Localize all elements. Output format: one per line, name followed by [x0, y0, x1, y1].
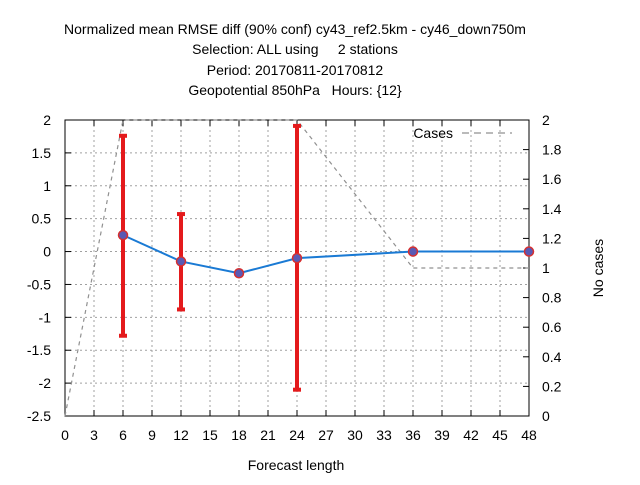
y2-tick-label: 0.2: [542, 378, 562, 394]
y2-tick-label: 0.6: [542, 319, 562, 335]
y2-tick-label: 2: [542, 112, 550, 128]
y-tick-label: -1.5: [27, 342, 51, 358]
cases-series: [64, 119, 529, 417]
y-tick-label: -0.5: [27, 276, 51, 292]
rmse-diff-series: [117, 229, 535, 279]
legend-label-cases: Cases: [413, 125, 453, 141]
chart-titles: Normalized mean RMSE diff (90% conf) cy4…: [64, 21, 526, 98]
x-tick-label: 39: [434, 427, 450, 443]
y-tick-label: -2: [39, 375, 52, 391]
x-tick-label: 36: [405, 427, 421, 443]
y2-tick-label: 1: [542, 260, 550, 276]
x-tick-label: 48: [521, 427, 537, 443]
data-point: [233, 268, 245, 279]
axes: 0 3 6 9 12 15 18 21 24 27 30 33 36 39 42 45 48-2.5-2-1.5…: [27, 112, 562, 443]
y-tick-label: 0.5: [32, 211, 52, 227]
x-tick-label: 33: [376, 427, 392, 443]
x-tick-label: 3: [90, 427, 98, 443]
y2-tick-label: 0: [542, 408, 550, 424]
series-line: [122, 234, 529, 275]
x-tick-label: 0: [61, 427, 69, 443]
x-tick-label: 15: [202, 427, 218, 443]
x-tick-label: 12: [173, 427, 189, 443]
x-tick-label: 21: [260, 427, 276, 443]
data-point: [291, 252, 303, 264]
title-line-2: Selection: ALL using 2 stations: [192, 41, 398, 57]
x-tick-label: 30: [347, 427, 363, 443]
data-point: [117, 229, 129, 241]
x-tick-label: 6: [119, 427, 127, 443]
data-point: [175, 256, 187, 267]
title-line-1: Normalized mean RMSE diff (90% conf) cy4…: [64, 21, 526, 37]
y2-tick-label: 1.6: [542, 171, 562, 187]
y2-tick-label: 1.4: [542, 201, 562, 217]
y-tick-label: -2.5: [27, 408, 51, 424]
y2-tick-label: 0.4: [542, 349, 562, 365]
cases-line: [64, 119, 529, 417]
y2-tick-label: 0.8: [542, 290, 562, 306]
x-tick-label: 24: [289, 427, 305, 443]
x-tick-label: 27: [318, 427, 334, 443]
x-tick-label: 9: [148, 427, 156, 443]
y2-tick-label: 1.8: [542, 142, 562, 158]
x-tick-label: 42: [463, 427, 479, 443]
y2-axis-label: No cases: [590, 239, 606, 297]
y-tick-label: 1.5: [32, 145, 52, 161]
y2-tick-label: 1.2: [542, 230, 562, 246]
title-line-3: Period: 20170811-20170812: [207, 62, 384, 78]
y-tick-label: 1: [43, 178, 51, 194]
y-tick-label: 0: [43, 244, 51, 260]
y-tick-label: -1: [39, 309, 52, 325]
y-tick-label: 2: [43, 112, 51, 128]
legend: Cases: [413, 125, 512, 141]
x-tick-label: 18: [231, 427, 247, 443]
x-axis-label: Forecast length: [248, 457, 345, 473]
data-point: [523, 246, 535, 257]
x-tick-label: 45: [492, 427, 508, 443]
title-line-4: Geopotential 850hPa Hours: {12}: [188, 82, 402, 98]
data-point: [407, 246, 419, 257]
